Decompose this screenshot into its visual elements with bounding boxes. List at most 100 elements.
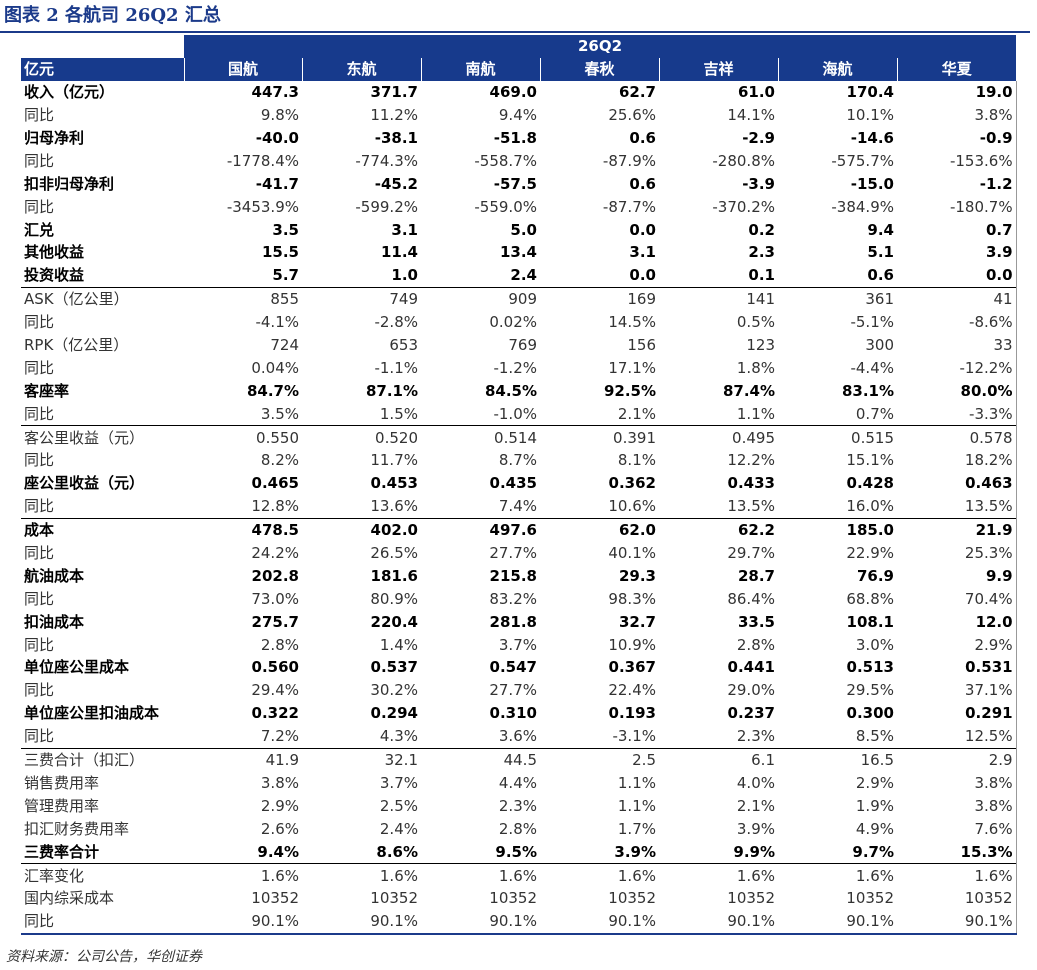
table-row: 同比 -1778.4% -774.3% -558.7% -87.9% -280.8% -57…	[21, 149, 1017, 173]
table-cell: 9.7%	[852, 842, 894, 861]
title-rule	[0, 31, 1030, 33]
table-cell: -370.2%	[712, 197, 775, 216]
table-cell: 62.7	[618, 83, 656, 102]
table-cell: 33	[897, 333, 1017, 357]
table-cell: 3.7%	[379, 773, 418, 792]
table-cell: 275.7	[251, 612, 299, 631]
table-cell: 3.8%	[897, 103, 1017, 127]
table-cell: 3.9%	[736, 819, 775, 838]
table-cell: 7.6%	[897, 817, 1017, 841]
row-label: 航油成本	[24, 566, 85, 585]
table-cell: -15.0	[850, 174, 894, 193]
table-cell: 21.9	[897, 517, 1017, 542]
table-cell: 10352	[489, 889, 537, 908]
table-cell: 4.0%	[736, 773, 775, 792]
table-cell: 33.5	[737, 612, 775, 631]
row-label: 同比	[24, 151, 55, 170]
table-cell: 26.5%	[370, 544, 418, 563]
table-cell: 2.9%	[897, 633, 1017, 657]
table-cell: 84.7%	[246, 381, 299, 400]
table-cell: 15.1%	[846, 451, 894, 470]
table-cell: 3.1	[391, 220, 418, 239]
table-cell: 1.6%	[421, 863, 540, 887]
table-cell: -8.6%	[897, 310, 1017, 334]
row-label: 汇率变化	[21, 863, 184, 887]
table-cell: 0.391	[540, 425, 659, 450]
table-cell: -3.9	[742, 174, 775, 193]
table-row: 同比 12.8% 13.6% 7.4% 10.6% 13.5% 16.0% 13.5%	[21, 494, 1017, 519]
row-label: RPK（亿公里）	[24, 336, 129, 355]
table-row: 同比 24.2% 26.5% 27.7% 40.1% 29.7% 22.9% 25.3%	[21, 541, 1017, 565]
table-cell: 0.6	[629, 174, 656, 193]
table-cell: 141	[659, 286, 778, 311]
table-cell: 29.3	[618, 566, 656, 585]
table-cell: 0.291	[897, 701, 1017, 725]
table-cell: 2.8%	[736, 635, 775, 654]
table-cell: 80.9%	[370, 589, 418, 608]
table-cell: 3.7%	[498, 635, 537, 654]
table-cell: 98.3%	[608, 589, 656, 608]
source-note: 资料来源：公司公告，华创证券	[6, 949, 202, 965]
table-row: 同比 0.04% -1.1% -1.2% 17.1% 1.8% -4.4% -12.2%	[21, 356, 1017, 380]
table-row: ASK（亿公里） 855 749 909 169 141 361 41	[21, 286, 1017, 311]
table-cell: 0.7%	[855, 404, 894, 423]
table-cell: 5.7	[272, 266, 299, 285]
table-cell: -40.0	[255, 129, 299, 147]
table-cell: 2.3%	[498, 796, 537, 815]
table-cell: 13.4	[499, 243, 537, 262]
table-cell: 62.2	[659, 517, 778, 542]
table-cell: 0.435	[489, 474, 537, 493]
table-row: RPK（亿公里） 724 653 769 156 123 300 33	[21, 333, 1017, 357]
table-cell: 0.5%	[736, 313, 775, 332]
table-cell: 10.6%	[608, 497, 656, 516]
table-cell: 12.2%	[727, 451, 775, 470]
column-header: 华夏	[896, 57, 1017, 81]
row-label: 客公里收益（元）	[21, 425, 184, 450]
table-cell: -180.7%	[897, 195, 1017, 219]
row-label: 同比	[21, 909, 184, 935]
row-label: 收入（亿元）	[24, 83, 115, 102]
table-row: 销售费用率 3.8% 3.7% 4.4% 1.1% 4.0% 2.9% 3.8%	[21, 771, 1017, 795]
table-cell: 1.5%	[379, 404, 418, 423]
table-row: 其他收益 15.5 11.4 13.4 3.1 2.3 5.1 3.9	[21, 241, 1017, 264]
table-cell: 12.5%	[897, 724, 1017, 749]
table-cell: 2.5	[540, 747, 659, 772]
table-cell: 19.0	[897, 80, 1017, 104]
table-cell: 22.9%	[846, 544, 894, 563]
table-cell: 0.294	[370, 704, 418, 723]
table-cell: 83.1%	[841, 381, 894, 400]
table-cell: -1.2	[897, 172, 1017, 196]
header-blank-cell	[21, 35, 184, 58]
row-label: 同比	[24, 681, 55, 700]
table-cell: 9.4%	[257, 842, 299, 861]
table-row: 同比 -4.1% -2.8% 0.02% 14.5% 0.5% -5.1% -8.6%	[21, 310, 1017, 334]
table-row: 国内综采成本 10352 10352 10352 10352 10352 10352 1035…	[21, 886, 1017, 910]
row-label: 同比	[24, 635, 55, 654]
table-cell: 0.02%	[489, 313, 537, 332]
table-cell: 90.1%	[778, 909, 897, 935]
table-cell: 44.5	[421, 747, 540, 772]
table-cell: 1.6%	[540, 863, 659, 887]
row-label: 销售费用率	[24, 773, 100, 792]
summary-table: 26Q2 亿元 国航 东航 南航 春秋 吉祥 海航 华夏 收入（亿元） 447.3 371.7 4…	[21, 35, 1017, 935]
table-cell: -57.5	[493, 174, 537, 193]
table-cell: 2.3	[748, 243, 775, 262]
table-cell: 1.6%	[778, 863, 897, 887]
table-cell: 13.5%	[897, 494, 1017, 519]
table-cell: 0.520	[302, 425, 421, 450]
table-cell: 3.8%	[897, 771, 1017, 795]
table-cell: 0.2	[748, 220, 775, 239]
column-header: 海航	[777, 57, 897, 81]
table-cell: 32.1	[302, 747, 421, 772]
row-label: 管理费用率	[24, 796, 100, 815]
table-cell: 4.3%	[379, 727, 418, 746]
table-cell: 2.5%	[379, 796, 418, 815]
table-cell: -87.7%	[602, 197, 656, 216]
table-cell: 9.4%	[498, 106, 537, 125]
unit-header: 亿元	[21, 57, 184, 81]
table-cell: 4.9%	[855, 819, 894, 838]
table-cell: 0.193	[608, 704, 656, 723]
table-cell: 0.578	[897, 425, 1017, 450]
table-cell: 3.1	[629, 243, 656, 262]
table-cell: 3.6%	[498, 727, 537, 746]
